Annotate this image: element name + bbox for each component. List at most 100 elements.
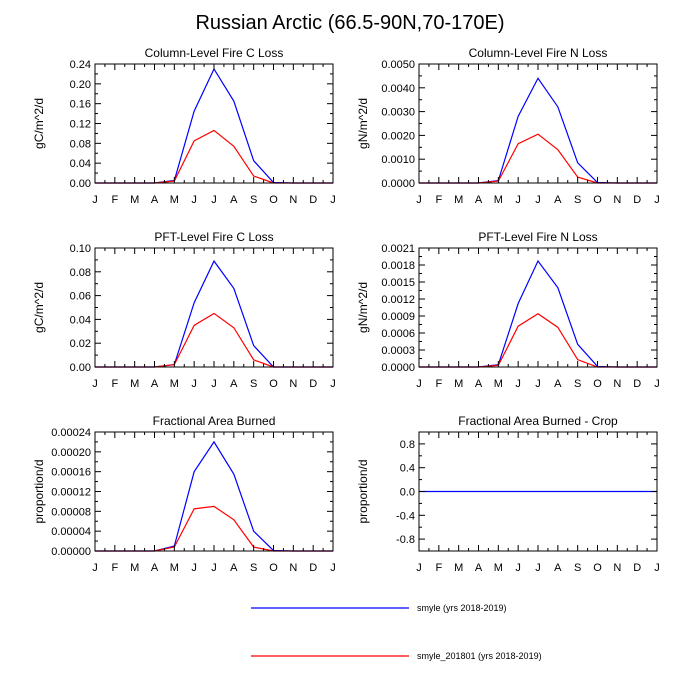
legend-label-smyle-201801: smyle_201801 (yrs 2018-2019) bbox=[417, 651, 542, 661]
x-tick-label: J bbox=[211, 378, 217, 390]
y-tick-label: 0.0040 bbox=[381, 83, 415, 95]
x-tick-label: M bbox=[170, 562, 179, 574]
x-tick-label: A bbox=[554, 562, 562, 574]
series-line-smyle-201801 bbox=[95, 312, 333, 368]
x-tick-label: F bbox=[111, 562, 118, 574]
x-tick-label: S bbox=[574, 562, 581, 574]
y-tick-label: 0.16 bbox=[70, 99, 91, 111]
x-tick-label: M bbox=[454, 194, 463, 206]
y-tick-label: 0.8 bbox=[400, 439, 415, 451]
x-tick-label: J bbox=[191, 194, 197, 206]
x-tick-label: J bbox=[654, 562, 660, 574]
x-tick-label: M bbox=[454, 378, 463, 390]
x-tick-label: M bbox=[170, 378, 179, 390]
y-tick-label: -0.8 bbox=[396, 534, 415, 546]
x-tick-label: A bbox=[151, 194, 159, 206]
x-tick-label: M bbox=[170, 194, 179, 206]
x-tick-label: A bbox=[475, 194, 483, 206]
y-tick-label: 0.04 bbox=[70, 158, 91, 170]
y-tick-label: 0.00000 bbox=[51, 546, 91, 558]
y-tick-label: 0.0 bbox=[400, 487, 415, 499]
y-tick-label: 0.06 bbox=[70, 291, 91, 303]
y-tick-label: 0.02 bbox=[70, 338, 91, 350]
plot-frame bbox=[94, 431, 334, 552]
x-tick-label: J bbox=[191, 562, 197, 574]
y-tick-label: 0.12 bbox=[70, 119, 91, 131]
x-tick-label: J bbox=[330, 562, 336, 574]
x-tick-label: N bbox=[289, 194, 297, 206]
x-tick-label: F bbox=[111, 194, 118, 206]
series-line-smyle-201801 bbox=[95, 505, 333, 552]
y-tick-label: 0.00 bbox=[70, 178, 91, 190]
series-line-smyle-201801 bbox=[95, 129, 333, 184]
x-tick-label: J bbox=[211, 194, 217, 206]
x-tick-label: D bbox=[633, 562, 641, 574]
y-tick-label: 0.0050 bbox=[381, 59, 415, 71]
x-tick-label: J bbox=[92, 562, 98, 574]
x-tick-label: J bbox=[535, 378, 541, 390]
y-tick-label: 0.00016 bbox=[51, 467, 91, 479]
x-tick-label: N bbox=[289, 378, 297, 390]
x-tick-label: M bbox=[494, 194, 503, 206]
panel-title: Fractional Area Burned bbox=[153, 414, 276, 428]
x-tick-label: O bbox=[593, 562, 602, 574]
y-tick-label: -0.4 bbox=[396, 510, 415, 522]
x-tick-label: J bbox=[92, 378, 98, 390]
y-tick-label: 0.24 bbox=[70, 59, 91, 71]
plot-frame bbox=[94, 63, 334, 184]
y-axis-label: gC/m^2/d bbox=[32, 98, 46, 149]
x-tick-label: D bbox=[309, 194, 317, 206]
y-tick-label: 0.0006 bbox=[381, 328, 415, 340]
x-tick-label: N bbox=[289, 562, 297, 574]
x-tick-label: J bbox=[330, 378, 336, 390]
x-tick-label: J bbox=[416, 194, 422, 206]
x-tick-label: F bbox=[435, 378, 442, 390]
x-tick-label: S bbox=[574, 194, 581, 206]
y-tick-label: 0.0012 bbox=[381, 294, 415, 306]
x-tick-label: N bbox=[613, 194, 621, 206]
x-tick-label: A bbox=[554, 194, 562, 206]
y-tick-label: 0.10 bbox=[70, 243, 91, 255]
x-tick-label: J bbox=[330, 194, 336, 206]
x-tick-label: A bbox=[230, 194, 238, 206]
y-axis-label: gN/m^2/d bbox=[356, 98, 370, 149]
series-line-smyle bbox=[95, 440, 333, 552]
x-tick-label: J bbox=[654, 378, 660, 390]
panel-title: PFT-Level Fire C Loss bbox=[154, 230, 273, 244]
y-axis-label: gN/m^2/d bbox=[356, 282, 370, 333]
x-tick-label: J bbox=[535, 562, 541, 574]
y-axis-label: proportion/d bbox=[356, 459, 370, 523]
y-tick-label: 0.0021 bbox=[381, 243, 415, 255]
x-tick-label: J bbox=[211, 562, 217, 574]
x-tick-label: F bbox=[111, 378, 118, 390]
x-tick-label: M bbox=[130, 378, 139, 390]
y-tick-label: 0.08 bbox=[70, 267, 91, 279]
y-tick-label: 0.0015 bbox=[381, 277, 415, 289]
plot-frame bbox=[94, 247, 334, 368]
panel-title: Column-Level Fire C Loss bbox=[145, 46, 284, 60]
x-tick-label: A bbox=[230, 562, 238, 574]
x-tick-label: N bbox=[613, 378, 621, 390]
x-tick-label: O bbox=[593, 194, 602, 206]
x-tick-label: S bbox=[250, 194, 257, 206]
y-axis-label: proportion/d bbox=[32, 459, 46, 523]
x-tick-label: J bbox=[535, 194, 541, 206]
y-tick-label: 0.04 bbox=[70, 314, 91, 326]
x-tick-label: S bbox=[250, 378, 257, 390]
x-tick-label: J bbox=[515, 378, 521, 390]
y-tick-label: 0.20 bbox=[70, 79, 91, 91]
x-tick-label: A bbox=[475, 562, 483, 574]
y-tick-label: 0.08 bbox=[70, 138, 91, 150]
x-tick-label: J bbox=[515, 194, 521, 206]
y-tick-label: 0.0018 bbox=[381, 260, 415, 272]
x-tick-label: J bbox=[92, 194, 98, 206]
panel-title: PFT-Level Fire N Loss bbox=[478, 230, 597, 244]
x-tick-label: J bbox=[654, 194, 660, 206]
y-tick-label: 0.00012 bbox=[51, 487, 91, 499]
